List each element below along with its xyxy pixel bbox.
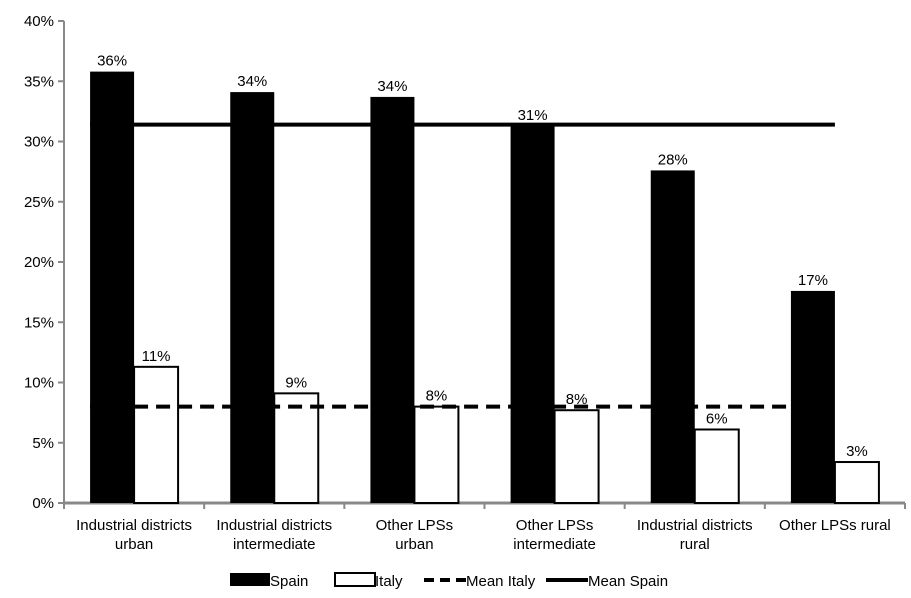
y-tick-label: 25% [24,194,54,211]
x-category-label-line: Industrial districts [216,517,332,534]
data-label-italy: 11% [142,348,171,365]
bar-italy [273,392,320,504]
data-label-spain: 28% [658,151,688,168]
x-category-label: Other LPSs urban [376,517,454,553]
bar-spain [370,96,415,503]
data-label-italy: 8% [566,391,588,408]
bar-italy [693,428,740,504]
x-category-label: Industrial districts rural [637,517,753,553]
bar-italy [833,461,880,504]
y-tick-label: 15% [24,314,54,331]
y-tick-label: 0% [32,495,54,512]
bar-italy [553,409,600,504]
legend-label-italy: Italy [375,573,403,590]
bar-spain [90,71,135,504]
bar-spain [650,170,695,504]
data-label-italy: 3% [846,443,868,460]
bar-spain [510,125,555,504]
legend: Spain Italy Mean Italy Mean Spain [230,572,668,590]
x-category-label-line: Other LPSs rural [779,517,891,534]
data-label-spain: 34% [377,78,407,95]
x-category-label: Industrial districts intermediate [216,517,332,553]
data-label-spain: 31% [518,107,548,124]
legend-label-mean-italy: Mean Italy [466,573,536,590]
x-category-label-line: intermediate [513,536,596,553]
x-category-label-line: rural [680,536,710,553]
y-tick-label: 20% [24,254,54,271]
data-labels: 36% 11% 34% 9% 34% 8% 31% 8% 28% 6% 17% 3% [97,53,868,460]
x-category-label: Industrial districts urban [76,517,192,553]
data-label-italy: 8% [426,388,448,405]
x-category-label: Other LPSs intermediate [513,517,596,553]
x-category-label-line: Other LPSs [376,517,454,534]
bar-spain [230,92,275,503]
data-label-spain: 34% [237,73,267,90]
data-label-spain: 17% [798,272,828,289]
legend-label-spain: Spain [270,573,308,590]
y-axis: 0% 5% 10% 15% 20% 25% 30% 35% 40% [24,13,65,512]
legend-swatch-italy [334,572,376,587]
bar-italy [133,365,180,504]
x-category-label-line: Industrial districts [76,517,192,534]
y-tick-label: 10% [24,375,54,392]
mean-lines [90,122,835,409]
y-tick-label: 5% [32,435,54,452]
x-category-label-line: urban [395,536,433,553]
x-category-label: Other LPSs rural [779,517,891,534]
bars [90,71,880,505]
bar-spain [790,290,835,503]
x-category-label-line: Industrial districts [637,517,753,534]
data-label-italy: 6% [706,410,728,427]
y-tick-label: 35% [24,73,54,90]
y-tick-label: 30% [24,134,54,151]
data-label-spain: 36% [97,53,127,70]
y-tick-label: 40% [24,13,54,30]
legend-swatch-spain [230,573,270,586]
x-category-label-line: Other LPSs [516,517,594,534]
bar-italy [413,405,460,505]
x-category-label-line: urban [115,536,153,553]
legend-label-mean-spain: Mean Spain [588,573,668,590]
data-label-italy: 9% [285,374,307,391]
x-category-label-line: intermediate [233,536,316,553]
